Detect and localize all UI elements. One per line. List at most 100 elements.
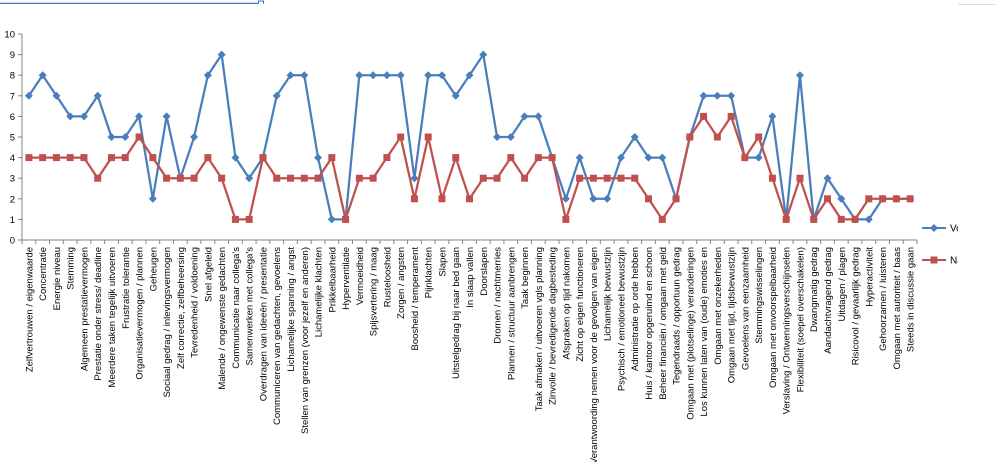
series-na-point[interactable]	[80, 154, 88, 162]
series-na-point[interactable]	[25, 154, 33, 162]
series-na-point[interactable]	[39, 154, 47, 162]
series-voor-point[interactable]	[107, 133, 116, 141]
series-na-point[interactable]	[66, 154, 74, 162]
series-na-point[interactable]	[796, 174, 804, 182]
series-na-point[interactable]	[355, 174, 363, 182]
series-na-point[interactable]	[603, 174, 611, 182]
series-voor-point[interactable]	[286, 71, 295, 80]
series-voor-point[interactable]	[616, 153, 625, 162]
series-na-point[interactable]	[548, 154, 556, 162]
series-na-point[interactable]	[287, 174, 294, 182]
series-voor-point[interactable]	[424, 71, 433, 80]
series-na-point[interactable]	[176, 174, 184, 182]
series-na-point[interactable]	[218, 174, 226, 182]
series-na-point[interactable]	[231, 215, 239, 223]
series-voor-point[interactable]	[190, 133, 199, 141]
series-na-point[interactable]	[149, 154, 157, 162]
series-na-point[interactable]	[837, 215, 845, 223]
series-na-point[interactable]	[273, 174, 281, 182]
series-voor-point[interactable]	[520, 112, 529, 121]
series-na-point[interactable]	[507, 154, 515, 162]
series-voor-point[interactable]	[66, 112, 75, 121]
series-voor-point[interactable]	[79, 112, 88, 121]
series-na-point[interactable]	[727, 112, 735, 120]
series-na-point[interactable]	[672, 195, 680, 203]
series-na-point[interactable]	[645, 195, 652, 203]
series-na-point[interactable]	[576, 174, 584, 182]
series-na-point[interactable]	[493, 174, 501, 182]
series-voor-point[interactable]	[52, 91, 61, 100]
series-na-point[interactable]	[851, 215, 859, 223]
series-voor-point[interactable]	[272, 91, 281, 100]
series-na-point[interactable]	[369, 174, 377, 182]
series-voor-point[interactable]	[38, 71, 47, 80]
series-na-point[interactable]	[810, 215, 818, 223]
series-voor-point[interactable]	[713, 91, 722, 100]
series-voor-point[interactable]	[603, 194, 612, 203]
series-voor-point[interactable]	[203, 71, 212, 80]
series-voor-point[interactable]	[396, 71, 405, 80]
series-na-point[interactable]	[824, 195, 831, 203]
series-voor-point[interactable]	[245, 174, 254, 183]
series-na-point[interactable]	[94, 174, 102, 182]
series-voor-point[interactable]	[300, 71, 309, 80]
chart-area[interactable]: 0 1 2 3 4 5 6 7 8 9 10 Zelfvertrouwen / eigenwaard…	[0, 4, 958, 462]
series-na-point[interactable]	[190, 174, 198, 182]
series-na-point[interactable]	[686, 133, 694, 141]
series-voor-point[interactable]	[369, 71, 378, 80]
series-voor-point[interactable]	[355, 71, 364, 80]
series-na-point[interactable]	[755, 133, 763, 141]
series-voor-point[interactable]	[135, 112, 144, 121]
series-voor-point[interactable]	[465, 71, 474, 80]
series-na-point[interactable]	[245, 215, 253, 223]
series-voor-point[interactable]	[162, 112, 171, 121]
series-na-point[interactable]	[562, 215, 570, 223]
series-na-point[interactable]	[314, 174, 322, 182]
series-na-point[interactable]	[438, 195, 446, 203]
series-na-point[interactable]	[163, 174, 171, 182]
series-voor-point[interactable]	[451, 91, 460, 100]
series-na-point[interactable]	[768, 174, 776, 182]
series-na-point[interactable]	[700, 112, 708, 120]
series-voor-point[interactable]	[699, 91, 708, 100]
series-voor-point[interactable]	[382, 71, 391, 80]
series-na-point[interactable]	[892, 195, 900, 203]
series-na-point[interactable]	[135, 133, 143, 141]
series-voor-point[interactable]	[93, 91, 102, 100]
series-na-point[interactable]	[300, 174, 308, 182]
series-na-line[interactable]	[28, 115, 911, 221]
series-voor-point[interactable]	[727, 91, 736, 100]
series-voor-point[interactable]	[231, 153, 240, 162]
series-voor-point[interactable]	[534, 112, 543, 121]
series-na-point[interactable]	[259, 154, 267, 162]
series-na-point[interactable]	[424, 133, 432, 141]
series-na-point[interactable]	[328, 154, 336, 162]
series-voor-point[interactable]	[24, 91, 33, 100]
series-voor-point[interactable]	[823, 174, 832, 183]
series-voor-point[interactable]	[864, 215, 873, 224]
series-na-point[interactable]	[879, 195, 887, 203]
series-na-point[interactable]	[466, 195, 473, 203]
series-voor-point[interactable]	[589, 194, 598, 203]
series-na-point[interactable]	[383, 154, 391, 162]
chart-legend[interactable]: Voor Na	[922, 224, 958, 267]
series-voor-point[interactable]	[795, 71, 804, 80]
series-na-point[interactable]	[521, 174, 529, 182]
series-voor-point[interactable]	[314, 153, 323, 162]
series-na-point[interactable]	[410, 195, 418, 203]
series-na-point[interactable]	[631, 174, 639, 182]
series-na-point[interactable]	[397, 133, 405, 141]
series-na-point[interactable]	[782, 215, 790, 223]
series-voor-point[interactable]	[217, 50, 226, 59]
series-voor-point[interactable]	[148, 194, 157, 203]
series-voor-point[interactable]	[754, 153, 763, 162]
series-na-point[interactable]	[906, 195, 914, 203]
series-voor-point[interactable]	[479, 50, 488, 59]
series-voor-point[interactable]	[561, 194, 570, 203]
series-na-point[interactable]	[52, 154, 60, 162]
series-na-point[interactable]	[741, 154, 749, 162]
series-na-point[interactable]	[534, 154, 542, 162]
series-voor-point[interactable]	[837, 194, 846, 203]
series-voor-point[interactable]	[644, 153, 653, 162]
series-voor-point[interactable]	[506, 133, 515, 141]
